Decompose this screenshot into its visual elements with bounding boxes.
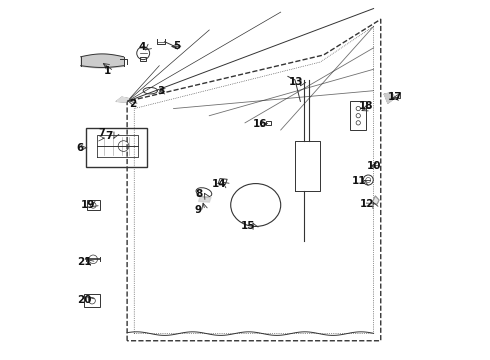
Text: 14: 14 xyxy=(212,179,226,189)
Text: 17: 17 xyxy=(388,92,402,102)
Text: 11: 11 xyxy=(351,176,366,186)
Text: 13: 13 xyxy=(289,77,303,87)
Text: 18: 18 xyxy=(359,101,373,111)
Text: 4: 4 xyxy=(139,42,146,52)
Text: 7: 7 xyxy=(105,131,112,141)
Text: 10: 10 xyxy=(367,161,382,171)
Text: 21: 21 xyxy=(77,257,92,267)
Bar xyxy=(267,121,270,125)
Text: 20: 20 xyxy=(77,295,92,305)
Text: 5: 5 xyxy=(173,41,181,51)
Bar xyxy=(140,57,146,62)
Polygon shape xyxy=(198,197,211,202)
Text: 19: 19 xyxy=(81,200,95,210)
Bar xyxy=(84,294,100,307)
Polygon shape xyxy=(117,97,129,102)
Text: 12: 12 xyxy=(360,199,375,209)
Text: 8: 8 xyxy=(195,189,202,199)
Bar xyxy=(87,201,99,210)
Text: 2: 2 xyxy=(129,99,137,109)
Text: 1: 1 xyxy=(104,66,111,76)
Text: 6: 6 xyxy=(76,143,84,153)
Text: 9: 9 xyxy=(195,205,202,215)
Text: 7: 7 xyxy=(98,129,105,138)
Text: 3: 3 xyxy=(157,86,165,96)
Text: 16: 16 xyxy=(253,118,268,129)
Polygon shape xyxy=(367,196,379,204)
Bar xyxy=(86,128,147,167)
Text: 15: 15 xyxy=(241,221,255,231)
Bar xyxy=(350,102,367,130)
Polygon shape xyxy=(384,93,395,103)
